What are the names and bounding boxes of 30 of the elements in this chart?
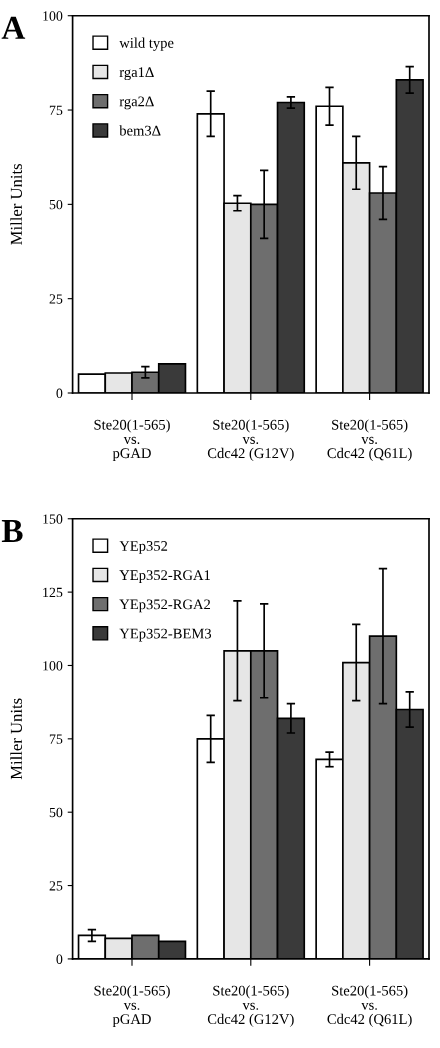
legend-label: YEp352	[119, 541, 168, 554]
y-tick-label: 0	[56, 388, 63, 398]
y-tick-label: 50	[49, 807, 63, 818]
y-tick-label: 75	[49, 734, 63, 744]
x-tick-label: Ste20(1-565) vs. Cdc42 (Q61L)	[327, 985, 412, 1028]
legend-label: rga2Δ	[119, 96, 154, 110]
legend-label: rga1Δ	[119, 67, 154, 81]
legend-label: bem3Δ	[119, 125, 161, 136]
legend-label: YEp352-BEM3	[119, 628, 212, 642]
x-tick-label: Ste20(1-565) vs. Cdc42 (G12V)	[207, 985, 294, 1028]
y-tick-label: 100	[43, 661, 63, 671]
y-tick-label: 150	[43, 514, 63, 524]
legend-label: wild type	[119, 37, 174, 51]
x-tick-label: Ste20(1-565) vs. Cdc42 (Q61L)	[327, 419, 412, 462]
x-tick-label: Ste20(1-565) vs. pGAD	[94, 985, 170, 1028]
y-tick-label: 0	[56, 954, 63, 964]
y-tick-label: 100	[43, 11, 63, 21]
legend-label: YEp352-RGA1	[119, 570, 210, 584]
y-tick-label: 25	[49, 881, 63, 891]
x-tick-label: Ste20(1-565) vs. Cdc42 (G12V)	[207, 419, 294, 462]
legend-label: YEp352-RGA2	[119, 599, 211, 613]
x-tick-label: Ste20(1-565) vs. pGAD	[94, 419, 170, 462]
y-tick-label: 125	[43, 587, 63, 598]
y-tick-label: 50	[49, 199, 63, 210]
y-tick-label: 75	[49, 105, 63, 115]
y-axis-title: Miller Units	[10, 163, 22, 245]
chart-title: A	[1, 16, 26, 39]
y-tick-label: 25	[49, 294, 63, 304]
chart-title: B	[1, 520, 23, 542]
y-axis-title: Miller Units	[10, 698, 22, 780]
